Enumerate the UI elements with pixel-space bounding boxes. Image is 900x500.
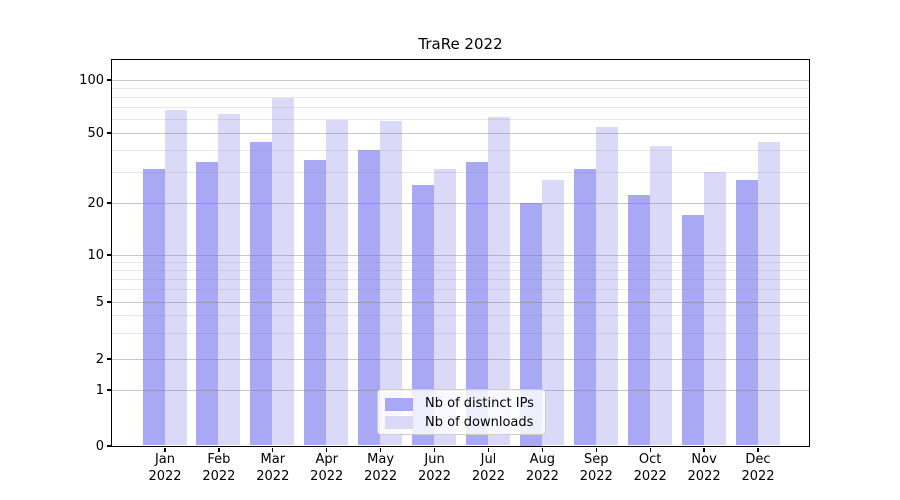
chart-title: TraRe 2022 (418, 35, 503, 53)
y-tick-label-0: 0 (95, 438, 104, 454)
y-tick-label-10: 10 (87, 247, 104, 263)
bar-oct-downloads (649, 145, 672, 446)
bar-jul-downloads (487, 117, 510, 446)
bar-jan-downloads (164, 110, 187, 446)
bar-mar-downloads (272, 98, 295, 446)
bar-apr-downloads (326, 119, 349, 446)
x-tick-year-sep: 2022 (579, 468, 613, 484)
x-tick-label-aug: Aug 2022 (512, 452, 572, 485)
bar-may-distinct-ips (358, 149, 381, 446)
x-tick-label-mar: Mar 2022 (243, 452, 303, 485)
y-tick-label-100: 100 (79, 72, 104, 88)
bar-apr-distinct-ips (304, 159, 327, 446)
x-tick-label-nov: Nov 2022 (674, 452, 734, 485)
x-tick-label-jan: Jan 2022 (135, 452, 195, 485)
bar-dec-distinct-ips (735, 179, 758, 446)
y-tick-mark-100 (107, 79, 111, 81)
legend-item-distinct-ips: Nb of distinct IPs (385, 395, 539, 414)
bar-may-downloads (380, 121, 403, 446)
x-tick-mark-oct (649, 447, 651, 452)
legend-swatch-distinct-ips (385, 397, 413, 411)
x-tick-label-apr: Apr 2022 (297, 452, 357, 485)
bar-jun-distinct-ips (412, 185, 435, 446)
x-tick-month-dec: Dec (745, 452, 771, 467)
legend: Nb of distinct IPs Nb of downloads (377, 389, 546, 435)
bar-jan-distinct-ips (142, 169, 165, 446)
x-tick-mark-dec (757, 447, 759, 452)
x-tick-year-aug: 2022 (525, 468, 559, 484)
x-tick-year-jan: 2022 (148, 468, 182, 484)
x-tick-year-may: 2022 (364, 468, 398, 484)
x-tick-mark-may (379, 447, 382, 452)
x-tick-month-jan: Jan (154, 452, 176, 467)
x-tick-mark-mar (272, 447, 274, 452)
x-tick-month-jul: Jul (480, 452, 497, 467)
x-tick-mark-apr (326, 447, 328, 452)
x-tick-month-apr: Apr (315, 452, 338, 467)
x-tick-label-may: May 2022 (351, 452, 411, 485)
legend-swatch-downloads (385, 416, 413, 430)
x-tick-label-sep: Sep 2022 (566, 452, 626, 485)
plot-area (110, 58, 810, 447)
bar-feb-distinct-ips (196, 161, 219, 446)
y-tick-mark-0 (107, 445, 111, 447)
x-tick-label-dec: Dec 2022 (728, 452, 788, 485)
y-tick-mark-20 (107, 202, 111, 204)
x-tick-year-feb: 2022 (202, 468, 236, 484)
legend-label-downloads: Nb of downloads (425, 414, 534, 430)
y-tick-mark-1 (107, 389, 111, 391)
bar-feb-downloads (218, 113, 241, 446)
x-tick-month-jun: Jun (424, 452, 445, 467)
x-tick-month-aug: Aug (529, 452, 556, 467)
x-tick-mark-nov (703, 447, 705, 452)
bar-aug-distinct-ips (519, 202, 542, 446)
x-tick-year-jul: 2022 (471, 468, 505, 484)
bar-jul-distinct-ips (465, 161, 488, 446)
y-tick-label-5: 5 (95, 294, 104, 310)
y-tick-label-2: 2 (95, 351, 104, 367)
x-tick-month-feb: Feb (207, 452, 231, 467)
y-tick-mark-5 (107, 301, 111, 303)
y-tick-mark-50 (107, 132, 111, 134)
y-tick-label-50: 50 (87, 125, 104, 141)
x-tick-month-sep: Sep (584, 452, 609, 467)
bar-dec-downloads (757, 142, 780, 446)
x-tick-mark-jun (433, 447, 436, 452)
x-tick-mark-sep (595, 447, 597, 452)
bar-nov-distinct-ips (681, 214, 704, 446)
x-tick-mark-aug (541, 447, 543, 452)
bars-layer (112, 60, 809, 446)
bar-sep-downloads (595, 126, 618, 446)
bar-oct-distinct-ips (627, 195, 650, 446)
bar-mar-distinct-ips (250, 142, 273, 446)
x-tick-label-jul: Jul 2022 (458, 452, 518, 485)
x-tick-year-nov: 2022 (687, 468, 721, 484)
legend-item-downloads: Nb of downloads (385, 414, 539, 433)
y-tick-mark-2 (107, 358, 111, 360)
bar-jun-downloads (434, 169, 457, 446)
x-tick-month-nov: Nov (691, 452, 717, 467)
x-tick-month-mar: Mar (260, 452, 286, 467)
x-tick-label-oct: Oct 2022 (620, 452, 680, 485)
x-tick-mark-jul (487, 447, 490, 452)
x-tick-year-oct: 2022 (633, 468, 667, 484)
bar-aug-downloads (541, 179, 564, 446)
x-tick-year-mar: 2022 (256, 468, 290, 484)
bar-nov-downloads (703, 171, 726, 446)
x-tick-mark-feb (218, 447, 220, 452)
bar-sep-distinct-ips (573, 169, 596, 446)
x-tick-year-dec: 2022 (741, 468, 775, 484)
x-tick-label-jun: Jun 2022 (405, 452, 465, 485)
x-tick-year-jun: 2022 (417, 468, 452, 484)
x-tick-label-feb: Feb 2022 (189, 452, 249, 485)
y-tick-label-1: 1 (95, 382, 104, 398)
x-tick-month-oct: Oct (638, 452, 662, 467)
legend-label-distinct-ips: Nb of distinct IPs (425, 396, 534, 412)
x-tick-mark-jan (164, 447, 166, 452)
x-tick-year-apr: 2022 (310, 468, 344, 484)
y-tick-mark-10 (107, 254, 111, 256)
x-tick-month-may: May (367, 452, 395, 467)
y-tick-label-20: 20 (87, 195, 104, 211)
